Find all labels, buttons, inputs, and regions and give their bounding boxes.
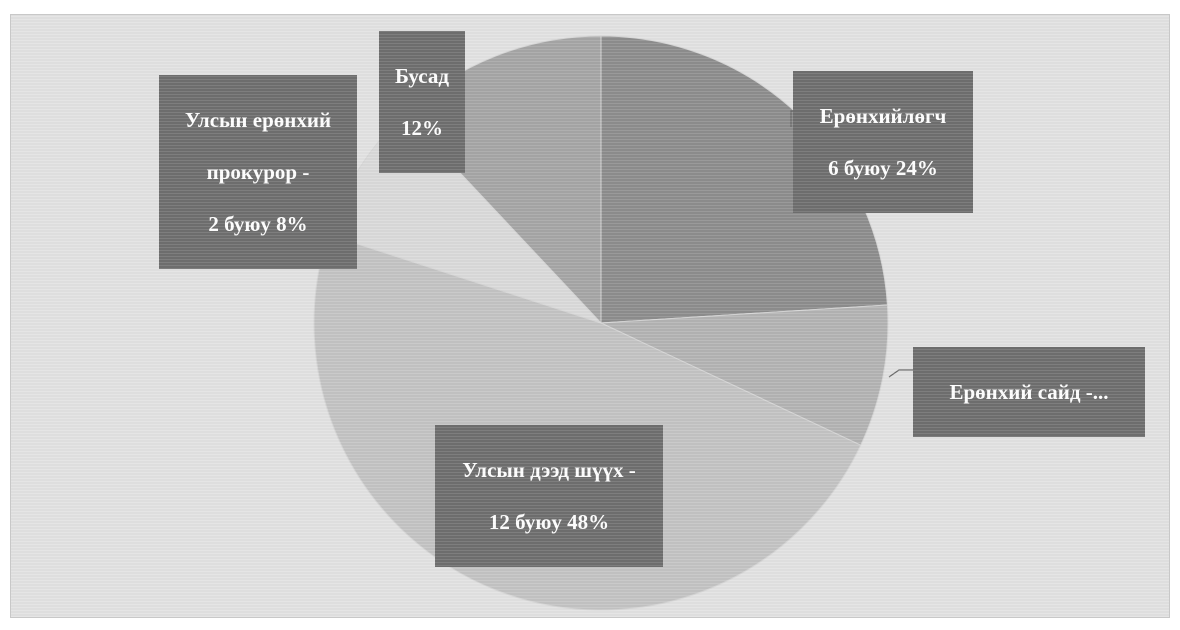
data-label-other-line1: Бусад <box>395 64 449 88</box>
data-label-other: Бусад 12% <box>379 31 465 173</box>
data-label-prosecutor-line2: прокурор - <box>206 160 310 184</box>
data-label-prosecutor-line1: Улсын ерөнхий <box>184 108 332 132</box>
data-label-supreme-court-line1: Улсын дээд шүүх - <box>462 458 636 482</box>
pie-slice-pm <box>600 304 889 446</box>
data-label-supreme-court-line2: 12 буюу 48% <box>488 510 610 534</box>
chart-area: Ерөнхийлөгч 6 буюу 24% Ерөнхий сайд -...… <box>10 14 1170 618</box>
leader-line-pm <box>888 369 913 378</box>
data-label-other-line2: 12% <box>401 116 443 140</box>
data-label-president-line1: Ерөнхийлөгч <box>819 104 947 128</box>
data-label-prosecutor: Улсын ерөнхий прокурор - 2 буюу 8% <box>159 75 357 269</box>
data-label-president-line2: 6 буюу 24% <box>828 156 938 180</box>
data-label-pm: Ерөнхий сайд -... <box>913 347 1145 437</box>
data-label-supreme-court: Улсын дээд шүүх - 12 буюу 48% <box>435 425 663 567</box>
data-label-pm-line1: Ерөнхий сайд -... <box>949 380 1109 404</box>
data-label-prosecutor-line3: 2 буюу 8% <box>208 212 308 236</box>
data-label-president: Ерөнхийлөгч 6 буюу 24% <box>793 71 973 213</box>
